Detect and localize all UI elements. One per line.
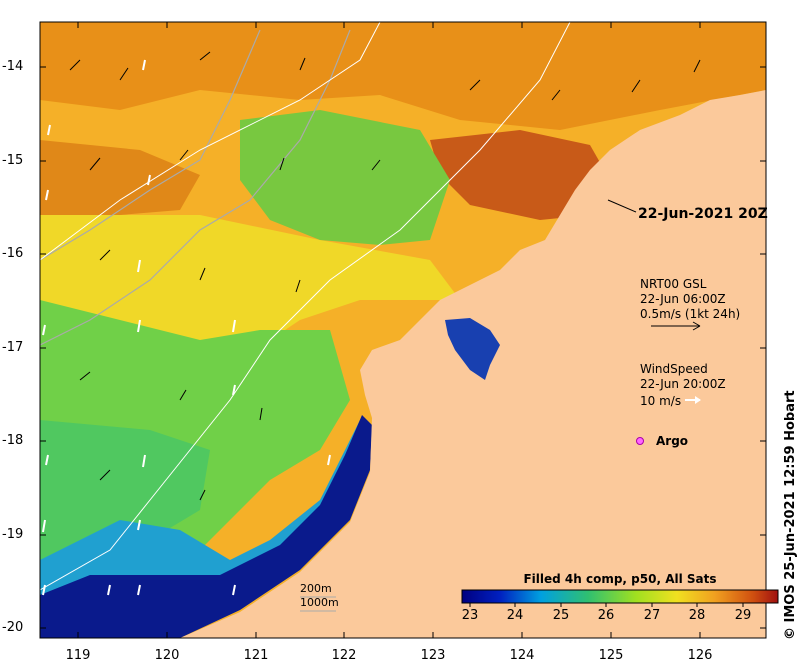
colorbar-label-23: 23	[461, 608, 479, 623]
ocean-warm-band	[40, 22, 766, 130]
inlet-water	[445, 318, 500, 380]
depth-contour-1000m	[40, 29, 261, 261]
colorbar-label-26: 26	[597, 608, 615, 623]
current-arrows	[69, 51, 701, 501]
wind-legend-line1: WindSpeed	[640, 362, 708, 376]
x-label-7: 125	[598, 648, 624, 663]
argo-marker-icon	[636, 437, 644, 445]
x-axis-ticks	[77, 22, 701, 638]
x-label-8: 126	[687, 648, 713, 663]
current-legend-line2: 22-Jun 06:00Z	[640, 292, 726, 306]
x-label-2: 120	[154, 648, 180, 663]
y-axis-ticks	[40, 66, 766, 629]
y-label-1: -14	[2, 59, 24, 74]
timestamp-pointer	[607, 199, 637, 213]
colorbar-ticks	[469, 603, 744, 607]
current-scale-arrow	[651, 321, 701, 331]
credit-text: © IMOS 25-Jun-2021 12:59 Hobart	[783, 390, 798, 640]
current-legend-line3: 0.5m/s (1kt 24h)	[640, 307, 741, 321]
colorbar	[461, 589, 779, 604]
colorbar-title: Filled 4h comp, p50, All Sats	[523, 572, 717, 586]
y-label-7: -20	[2, 620, 24, 635]
x-label-5: 123	[420, 648, 446, 663]
ocean-green-region-2	[40, 420, 210, 560]
ocean-cold-strip	[40, 415, 372, 638]
y-label-2: -15	[2, 153, 24, 168]
x-label-1: 119	[65, 648, 91, 663]
colorbar-label-29: 29	[734, 608, 752, 623]
track-line-1	[40, 22, 571, 591]
colorbar-label-24: 24	[506, 608, 524, 623]
depth-contour-200m	[40, 29, 351, 346]
x-label-6: 124	[509, 648, 535, 663]
track-line-2	[40, 22, 381, 261]
plot-frame	[39, 21, 767, 639]
wind-arrows	[42, 59, 331, 596]
y-label-3: -16	[2, 246, 24, 261]
x-label-4: 122	[331, 648, 357, 663]
current-legend-line1: NRT00 GSL	[640, 277, 707, 291]
x-label-3: 121	[243, 648, 269, 663]
argo-label: Argo	[656, 434, 689, 448]
depth-legend: 200m 1000m	[300, 582, 339, 610]
y-label-4: -17	[2, 340, 24, 355]
ocean-warm-patch	[40, 140, 200, 215]
wind-legend-line3: 10 m/s	[640, 394, 682, 408]
colorbar-label-28: 28	[688, 608, 706, 623]
colorbar-label-25: 25	[552, 608, 570, 623]
map-plot	[40, 22, 766, 638]
wind-scale-arrow	[685, 396, 701, 404]
ocean-hot-patch	[430, 130, 610, 220]
ocean-green-patch	[240, 110, 450, 245]
image-timestamp: 22-Jun-2021 20Z	[638, 206, 768, 222]
y-label-5: -18	[2, 433, 24, 448]
wind-legend-line2: 22-Jun 20:00Z	[640, 377, 726, 391]
depth-label-1000m: 1000m	[300, 596, 339, 609]
colorbar-label-27: 27	[643, 608, 661, 623]
y-label-6: -19	[2, 527, 24, 542]
depth-label-200m: 200m	[300, 582, 332, 595]
ocean-cool-band	[40, 420, 372, 615]
